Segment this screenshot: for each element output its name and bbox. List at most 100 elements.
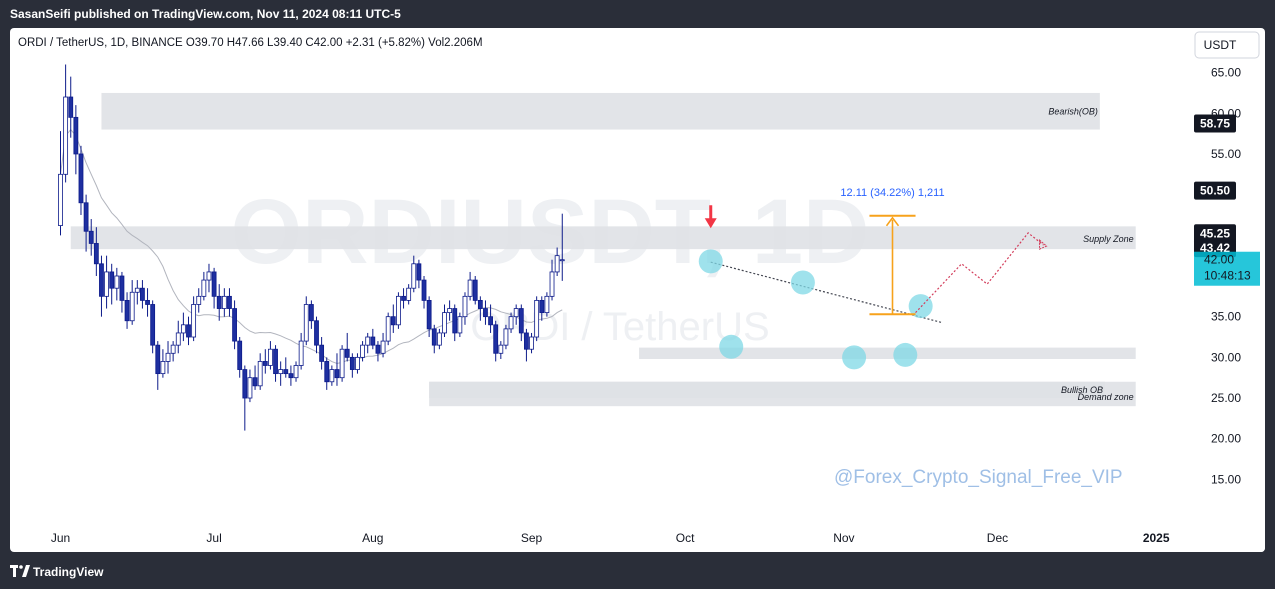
candle-body — [529, 336, 534, 350]
candle — [206, 263, 212, 293]
time-tick-label: Dec — [987, 531, 1008, 545]
candle-body — [442, 312, 447, 334]
candle — [73, 105, 79, 175]
moving-average-line — [60, 128, 563, 365]
candle — [488, 304, 493, 333]
candle — [534, 296, 540, 342]
price-axis-background — [1190, 64, 1265, 552]
candle-body — [288, 373, 294, 379]
candle-body — [201, 279, 207, 297]
candle-body — [498, 344, 504, 354]
candle — [329, 365, 335, 386]
candle-body — [180, 324, 186, 334]
candlestick-chart[interactable]: ORDIUSDT, 1D ORDI / TetherUS Bearish(OB)… — [10, 28, 1265, 552]
candle-body — [524, 332, 529, 350]
zone-label: Bearish(OB) — [1048, 106, 1098, 116]
candle — [129, 280, 135, 325]
candle — [58, 131, 63, 236]
candle — [513, 304, 519, 325]
candle — [411, 255, 417, 293]
price-tick-label: 20.00 — [1211, 432, 1241, 446]
red-arrow-down-icon — [704, 218, 717, 229]
time-tick-label: Oct — [676, 531, 695, 545]
time-tick-label: Jun — [51, 531, 70, 545]
candle — [544, 292, 550, 317]
candle — [303, 296, 309, 346]
candle — [457, 312, 463, 338]
candles-layer — [58, 64, 565, 431]
candle — [268, 341, 273, 370]
candle-body — [206, 271, 212, 281]
candle-body — [334, 369, 340, 379]
candle — [308, 300, 314, 329]
candle-body — [155, 344, 161, 375]
candle — [211, 267, 217, 309]
candle-body — [247, 377, 253, 399]
currency-button-frame[interactable] — [1194, 31, 1260, 59]
price-tick-label: 30.00 — [1211, 350, 1241, 364]
price-tick-label: 35.00 — [1211, 310, 1241, 324]
price-tick-label: 25.00 — [1211, 391, 1241, 405]
candle — [503, 324, 509, 350]
zone-supply-zone — [70, 226, 1136, 250]
candle — [472, 276, 478, 305]
candle — [334, 353, 340, 386]
candle-body — [232, 308, 237, 342]
price-axis: 65.0060.0055.0035.0030.0025.0020.0015.00… — [1190, 64, 1265, 552]
candle — [160, 349, 166, 378]
candle — [518, 304, 524, 342]
zone-support — [639, 347, 1136, 359]
candle-body — [493, 324, 499, 354]
candle-body — [293, 365, 299, 379]
candle — [221, 288, 227, 317]
price-label-value: 50.50 — [1200, 184, 1230, 198]
measure-arrowhead — [885, 216, 900, 227]
candle-body — [165, 352, 171, 362]
candle-body — [242, 369, 248, 399]
price-tick-label: 55.00 — [1211, 147, 1241, 161]
candle-body — [324, 361, 330, 383]
candle — [498, 341, 504, 359]
currency-button[interactable]: USDT — [1194, 31, 1260, 59]
candle-body — [370, 336, 376, 346]
candle-body — [375, 344, 381, 354]
touch-point-highlight — [893, 342, 918, 367]
candle — [145, 288, 150, 317]
candle — [529, 332, 534, 354]
candle — [262, 349, 268, 374]
candle-body — [221, 295, 227, 309]
candle — [339, 345, 345, 382]
candle — [78, 145, 84, 215]
candle-body — [63, 96, 69, 175]
candle — [524, 328, 529, 362]
candle-body — [227, 295, 232, 309]
candle-body — [216, 295, 222, 309]
candle — [186, 316, 191, 346]
candle — [344, 332, 350, 362]
candle — [140, 280, 145, 309]
footer-bar: TradingView — [0, 556, 1275, 589]
candle-body — [329, 369, 335, 383]
candle-body — [211, 271, 217, 297]
candle — [232, 300, 237, 350]
candle — [227, 288, 232, 317]
price-tick-label: 15.00 — [1211, 472, 1241, 486]
candle — [114, 267, 120, 301]
candle — [109, 263, 115, 305]
candle-body — [457, 316, 463, 334]
candle — [180, 312, 186, 342]
candle-body — [268, 348, 273, 366]
candle-body — [472, 279, 478, 301]
candle-body — [462, 295, 468, 318]
candle-body — [257, 361, 263, 387]
candle — [436, 328, 442, 350]
candle — [273, 345, 278, 382]
candle — [447, 300, 453, 321]
candle — [396, 292, 401, 329]
candle-body — [488, 316, 493, 326]
candle — [99, 255, 104, 317]
candle-body — [140, 287, 145, 301]
candle — [360, 341, 365, 362]
tradingview-brand: TradingView — [33, 565, 104, 579]
candle-body — [104, 271, 109, 297]
